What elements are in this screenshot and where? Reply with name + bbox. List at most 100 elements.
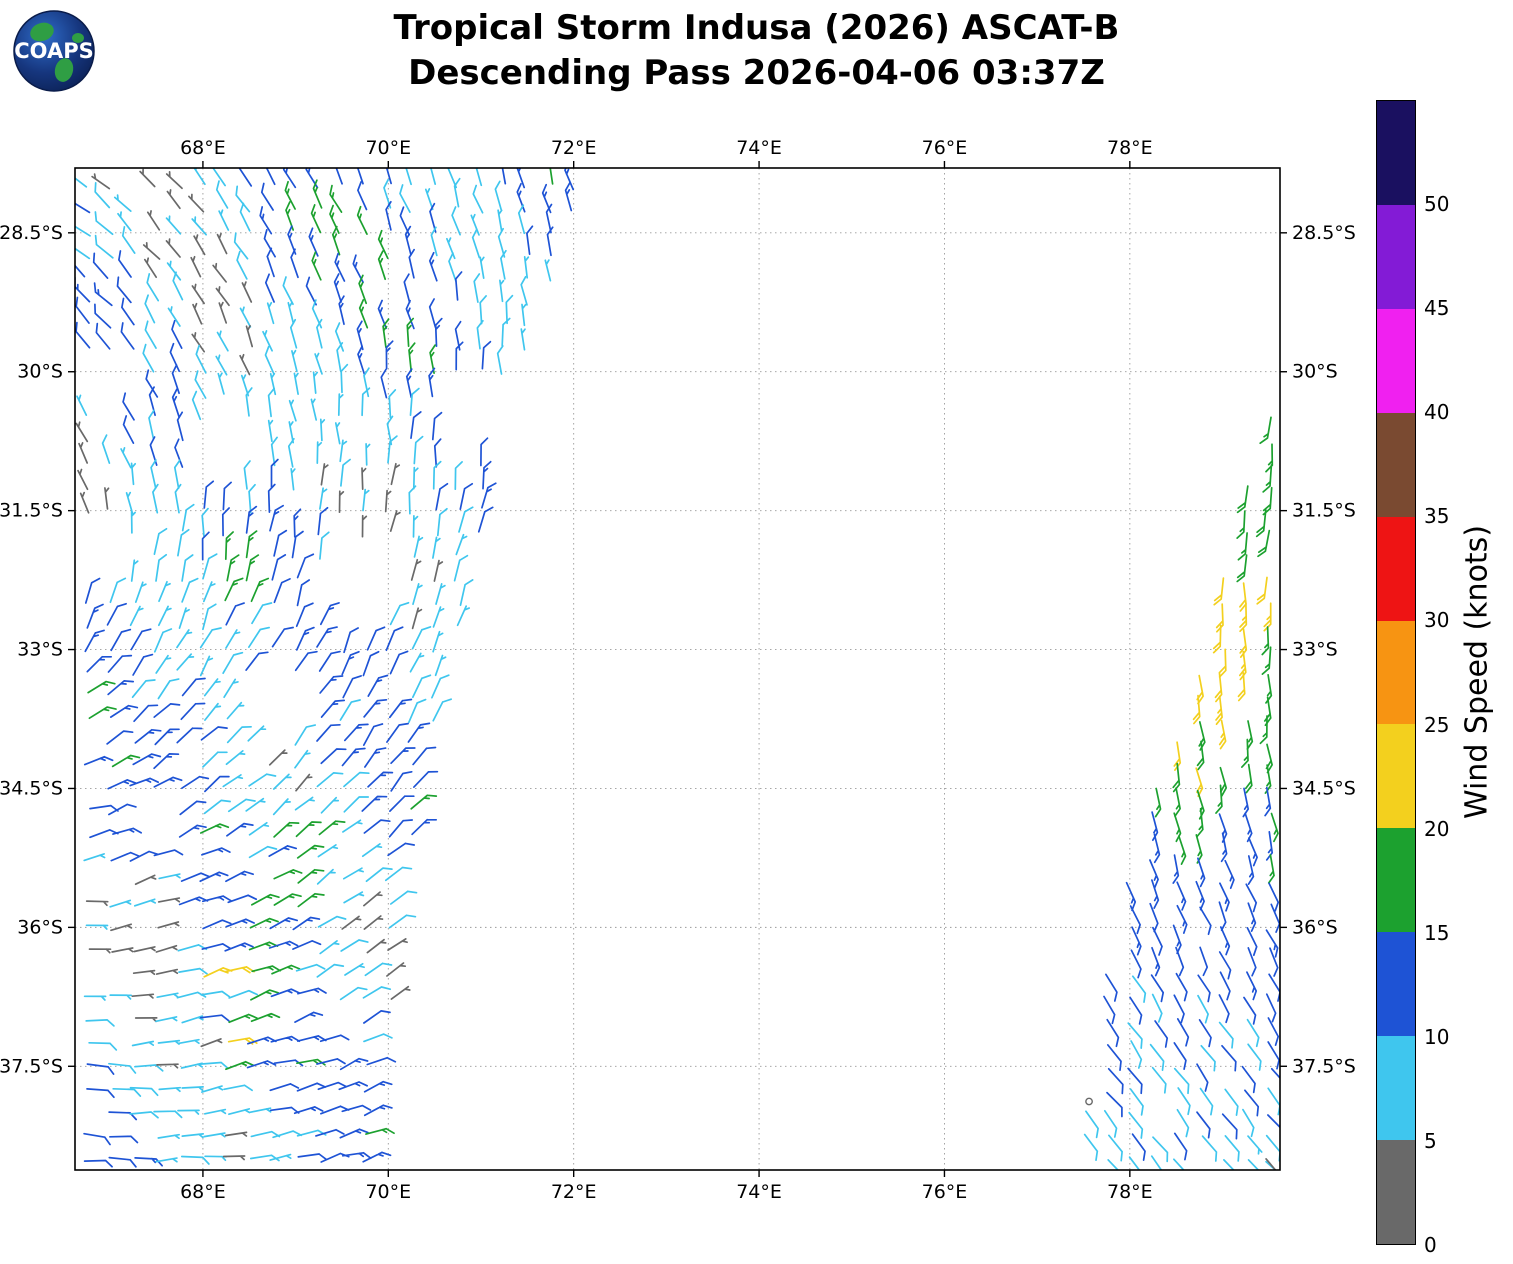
wind-barb (358, 274, 368, 305)
wind-barb (1196, 1063, 1209, 1092)
wind-barb (317, 844, 339, 858)
wind-barb (387, 938, 408, 951)
wind-barb (386, 722, 409, 743)
wind-barb (501, 317, 511, 347)
colorbar-segment (1377, 1036, 1415, 1141)
y-tick-label-right: 37.5°S (1292, 1055, 1356, 1077)
wind-barb (357, 181, 368, 211)
wind-barb (470, 213, 480, 236)
wind-barb (320, 699, 346, 718)
wind-barb (86, 1088, 115, 1099)
wind-barb (311, 251, 322, 281)
wind-barb (363, 1080, 393, 1093)
wind-barb (85, 900, 109, 907)
continent-shape (72, 33, 84, 43)
wind-barb (388, 914, 417, 929)
wind-barb (1195, 834, 1203, 864)
wind-barb (367, 674, 389, 697)
wind-barb (291, 349, 298, 373)
wind-barb (413, 770, 439, 788)
wind-barb (121, 226, 136, 254)
wind-barb (157, 678, 180, 700)
wind-barb (268, 845, 298, 857)
wind-barb (146, 273, 160, 302)
wind-barb (412, 466, 419, 490)
wind-barb (410, 411, 422, 440)
wind-barb (288, 399, 297, 422)
wind-barb (156, 992, 179, 999)
wind-barb (317, 1081, 348, 1091)
wind-barb (425, 144, 434, 164)
wind-barb (75, 264, 86, 278)
wind-barb (405, 168, 412, 186)
wind-barb (382, 318, 390, 349)
wind-barb (1199, 946, 1209, 977)
wind-barb (413, 435, 424, 465)
wind-barb (181, 503, 195, 532)
wind-barb (193, 168, 206, 186)
wind-barb (245, 505, 258, 534)
wind-barb (110, 923, 133, 932)
wind-barb (294, 749, 311, 769)
wind-barb (85, 1019, 115, 1027)
wind-barb (239, 202, 251, 232)
wind-barb (305, 276, 317, 306)
wind-barb (88, 706, 117, 720)
x-tick-label-top: 78°E (1107, 137, 1153, 159)
wind-barb (399, 184, 411, 213)
y-tick-label-left: 31.5°S (0, 500, 63, 522)
wind-barb (227, 894, 258, 904)
wind-barb (329, 204, 340, 234)
wind-barb (1175, 972, 1188, 1002)
wind-barb (1197, 857, 1206, 888)
wind-barb (266, 301, 275, 325)
x-tick-label-bottom: 70°E (365, 1181, 411, 1203)
wind-barb (158, 873, 181, 880)
wind-barb (292, 916, 321, 931)
wind-barb (424, 188, 434, 211)
wind-barb (191, 216, 207, 236)
wind-barb (384, 866, 413, 882)
wind-barb (173, 459, 181, 490)
wind-barb (1105, 973, 1118, 1002)
wind-barb (270, 436, 278, 467)
wind-barb (1131, 926, 1142, 956)
wind-barb (215, 180, 229, 209)
wind-barb (1265, 993, 1277, 1023)
wind-barb (79, 491, 90, 514)
wind-barb (341, 915, 362, 930)
wind-barb (181, 775, 210, 790)
colorbar-segment (1377, 828, 1415, 933)
colorbar (1376, 100, 1416, 1245)
wind-barb (225, 870, 254, 883)
wind-barb (1220, 832, 1228, 863)
wind-barb (1267, 1041, 1280, 1070)
wind-barb (75, 421, 89, 443)
wind-barb (1173, 1042, 1187, 1071)
wind-barb (428, 367, 436, 398)
x-tick-label-bottom: 78°E (1107, 1181, 1153, 1203)
wind-barb (1267, 853, 1275, 884)
wind-barb (249, 917, 279, 929)
wind-barb (201, 531, 210, 561)
wind-barb (121, 297, 135, 326)
wind-barb (222, 481, 232, 511)
wind-barb (432, 460, 442, 490)
wind-barb (1151, 1066, 1167, 1094)
wind-barb (215, 286, 230, 307)
wind-barb (131, 679, 156, 699)
wind-barb (339, 1057, 369, 1071)
wind-barb (153, 703, 181, 718)
wind-barb (178, 967, 208, 975)
wind-barb (204, 702, 222, 721)
axis-labels: 68°E 68°E 70°E 70°E 72°E 72°E 74°E 74°E 76°E 76°E… (0, 137, 1356, 1203)
wind-barb (361, 795, 388, 812)
wind-barb (273, 893, 302, 906)
wind-barb (180, 872, 211, 882)
wind-barb (225, 629, 241, 649)
wind-barb (87, 680, 116, 694)
wind-barb (295, 626, 315, 651)
wind-barb (388, 389, 397, 419)
wind-barb (336, 342, 344, 372)
